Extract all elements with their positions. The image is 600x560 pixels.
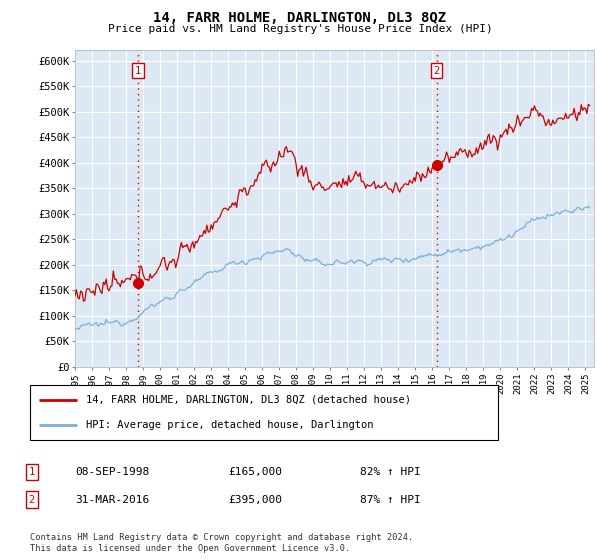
Text: £165,000: £165,000 (228, 467, 282, 477)
Text: 31-MAR-2016: 31-MAR-2016 (75, 494, 149, 505)
Text: 14, FARR HOLME, DARLINGTON, DL3 8QZ (detached house): 14, FARR HOLME, DARLINGTON, DL3 8QZ (det… (86, 395, 411, 404)
FancyBboxPatch shape (30, 385, 498, 440)
Text: HPI: Average price, detached house, Darlington: HPI: Average price, detached house, Darl… (86, 420, 374, 430)
Text: £395,000: £395,000 (228, 494, 282, 505)
Text: 87% ↑ HPI: 87% ↑ HPI (360, 494, 421, 505)
Text: 14, FARR HOLME, DARLINGTON, DL3 8QZ: 14, FARR HOLME, DARLINGTON, DL3 8QZ (154, 11, 446, 25)
Text: Contains HM Land Registry data © Crown copyright and database right 2024.
This d: Contains HM Land Registry data © Crown c… (30, 533, 413, 553)
Text: 82% ↑ HPI: 82% ↑ HPI (360, 467, 421, 477)
Text: Price paid vs. HM Land Registry's House Price Index (HPI): Price paid vs. HM Land Registry's House … (107, 24, 493, 34)
Text: 1: 1 (134, 66, 141, 76)
Text: 08-SEP-1998: 08-SEP-1998 (75, 467, 149, 477)
Text: 2: 2 (29, 494, 35, 505)
Text: 2: 2 (433, 66, 440, 76)
Text: 1: 1 (29, 467, 35, 477)
